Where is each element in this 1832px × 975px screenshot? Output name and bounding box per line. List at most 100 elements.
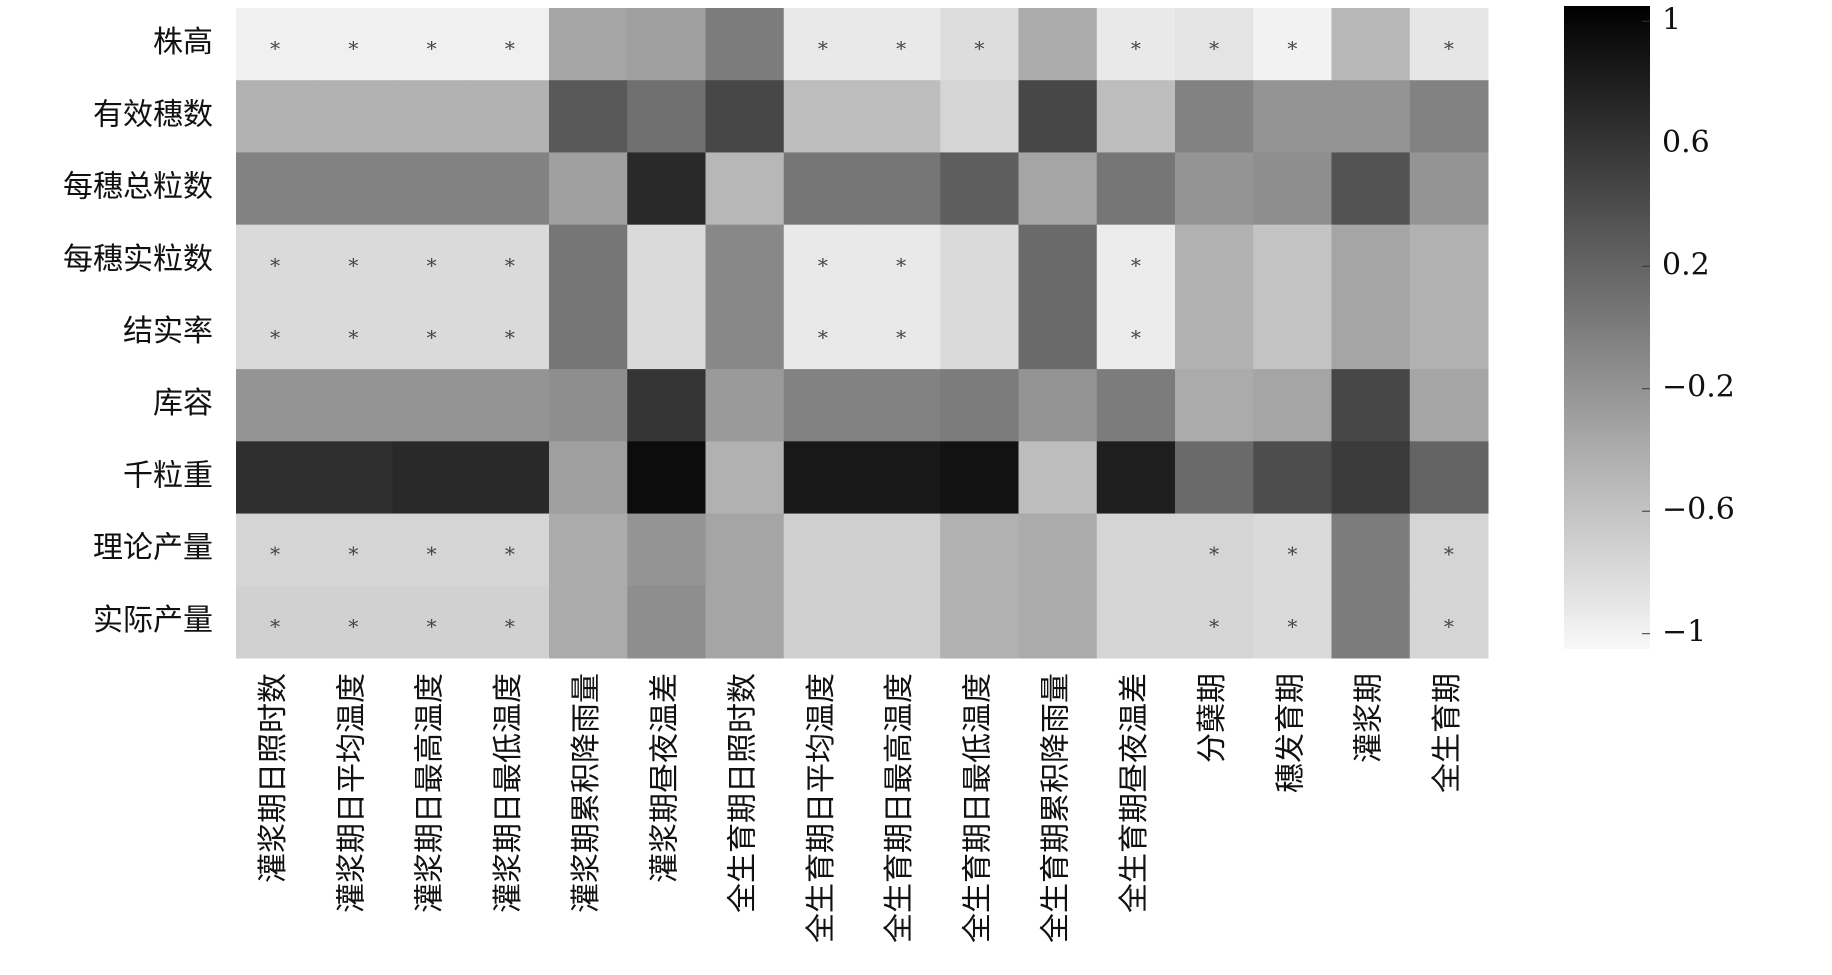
column-label: 全生育期累积降雨量 [1039,673,1074,943]
heatmap-cell [1409,296,1489,370]
significance-mark: * [505,542,515,566]
heatmap-cell [549,8,628,81]
heatmap-cell [1409,152,1489,226]
heatmap-cell [1018,441,1098,515]
colorbar-tick-label: −0.6 [1662,492,1735,527]
heatmap-cell [1331,585,1411,659]
heatmap-cell [940,152,1019,226]
heatmap-cell [1175,152,1254,226]
heatmap-cell [627,513,706,587]
heatmap-cell [236,585,315,659]
significance-mark: * [270,614,280,638]
heatmap-cell [470,441,550,515]
heatmap-cell [862,585,941,659]
significance-mark: * [1131,326,1141,350]
heatmap-cell [470,369,550,442]
column-label: 全生育期日照时数 [726,673,761,913]
heatmap-cell [236,369,315,442]
colorbar [1564,6,1650,649]
heatmap-cell [940,296,1019,370]
column-label: 全生育期 [1430,673,1465,793]
heatmap-cell [627,441,706,515]
significance-mark: * [348,37,358,61]
significance-mark: * [1287,614,1297,638]
heatmap-cell [470,513,550,587]
heatmap-cell [470,80,550,153]
heatmap-cell [1253,224,1332,298]
heatmap-cell [862,441,941,515]
heatmap-cell [392,369,472,442]
heatmap-cell [862,8,941,81]
row-label: 千粒重 [123,458,213,493]
heatmap-cell [1096,296,1176,370]
heatmap-cell [705,585,785,659]
column-label: 分蘖期 [1195,673,1230,763]
heatmap-cell [392,80,472,153]
heatmap-cell [940,224,1019,298]
significance-mark: * [348,542,358,566]
significance-mark: * [270,542,280,566]
heatmap-cell [1331,296,1411,370]
column-label: 全生育期日平均温度 [804,673,839,943]
heatmap-cell [783,513,863,587]
heatmap-cell [236,296,315,370]
heatmap-cell [705,369,785,442]
column-label: 全生育期昼夜温差 [1117,673,1152,913]
heatmap-cell [1018,296,1098,370]
significance-mark: * [818,37,828,61]
significance-mark: * [1287,37,1297,61]
heatmap-cell [1018,513,1098,587]
row-label: 有效穗数 [93,97,213,132]
significance-mark: * [348,326,358,350]
row-label: 每穗实粒数 [63,242,213,277]
heatmap-cell [1409,513,1489,587]
significance-mark: * [1444,37,1454,61]
significance-mark: * [427,542,437,566]
significance-mark: * [818,326,828,350]
heatmap-cell [783,369,863,442]
heatmap-cell [549,513,628,587]
heatmap-cell [1175,441,1254,515]
row-label: 实际产量 [93,603,213,638]
heatmap-cell [1096,152,1176,226]
heatmap-cell [1253,80,1332,153]
heatmap-cell [940,369,1019,442]
heatmap-cell [470,152,550,226]
heatmap-cell [1096,80,1176,153]
heatmap-cell [940,585,1019,659]
heatmap-cell [314,152,393,226]
heatmap-cell [470,585,550,659]
heatmap-cell [627,585,706,659]
heatmap-cell [862,80,941,153]
heatmap-cell [862,513,941,587]
heatmap-cell [392,8,472,81]
heatmap-cell [627,152,706,226]
heatmap-cell [1175,369,1254,442]
heatmap-cell [783,585,863,659]
significance-mark: * [427,326,437,350]
heatmap-cell [236,224,315,298]
colorbar-tick-label: −1 [1662,615,1706,650]
column-label: 全生育期日最高温度 [882,673,917,943]
column-label: 灌浆期日平均温度 [334,673,369,913]
heatmap-cell [627,296,706,370]
heatmap-cell [549,80,628,153]
heatmap-cell [549,224,628,298]
heatmap-cell [1331,8,1411,81]
heatmap-cell [783,224,863,298]
significance-mark: * [348,253,358,277]
heatmap-cell [1409,8,1489,81]
heatmap-cell [705,152,785,226]
heatmap-cell [549,296,628,370]
heatmap-cell [1331,224,1411,298]
significance-mark: * [1444,542,1454,566]
heatmap-cell [940,8,1019,81]
column-label: 穗发育期 [1273,673,1308,793]
colorbar-tick-label: 0.6 [1662,125,1710,160]
heatmap-cell [236,80,315,153]
heatmap-cell [470,224,550,298]
heatmap-cell [1409,369,1489,442]
heatmap-cell [1331,513,1411,587]
heatmap-cell [1096,369,1176,442]
heatmap-cell [392,441,472,515]
